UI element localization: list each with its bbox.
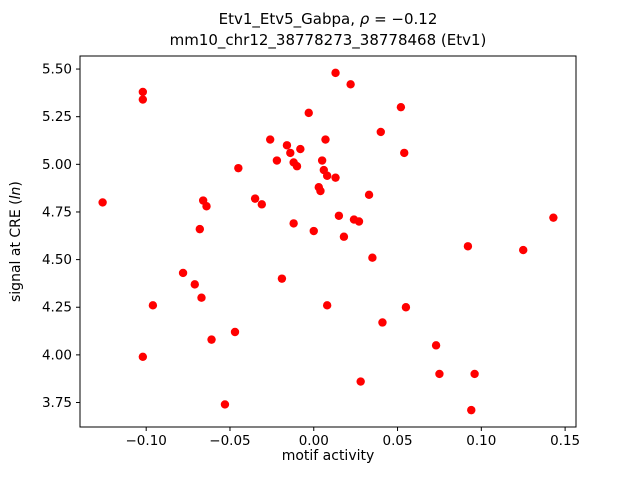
data-point (396, 102, 406, 112)
data-point (296, 144, 305, 154)
data-point (195, 224, 205, 234)
data-point (304, 108, 313, 118)
y-tick-label: 4.25 (42, 300, 72, 316)
data-point (138, 95, 148, 104)
data-point (463, 242, 473, 251)
x-tick-label: −0.10 (126, 433, 167, 449)
data-point (346, 80, 355, 89)
data-point (401, 303, 411, 312)
x-tick-label: −0.05 (209, 433, 250, 449)
data-point (292, 162, 302, 171)
data-point (368, 253, 377, 262)
y-tick-label: 3.75 (42, 395, 72, 411)
data-point (549, 213, 558, 222)
data-point (190, 280, 199, 289)
x-tick-label: 0.15 (550, 433, 580, 449)
data-point (178, 268, 188, 278)
data-point (322, 301, 332, 310)
axes-frame (79, 55, 577, 428)
data-point (138, 352, 148, 361)
data-point (138, 87, 148, 97)
scatter-points (98, 68, 558, 415)
data-point (286, 148, 295, 158)
data-point (277, 274, 287, 283)
rho-symbol: ρ (359, 10, 370, 28)
x-tick-label: 0.10 (466, 433, 496, 449)
chart-title-line1: Etv1_Etv5_Gabpa, ρ = −0.12 (218, 10, 438, 28)
data-point (356, 377, 365, 386)
data-point (282, 141, 292, 150)
data-point (98, 198, 107, 207)
data-point (364, 190, 374, 200)
y-axis-label: signal at CRE (ln) (8, 181, 24, 302)
data-point (431, 341, 441, 350)
data-point (148, 301, 158, 310)
data-point (265, 135, 275, 144)
data-point (230, 327, 240, 337)
y-tick-label: 5.25 (42, 109, 72, 125)
data-point (321, 135, 330, 144)
data-point (331, 173, 340, 182)
y-tick-label: 4.00 (42, 347, 72, 363)
x-ticks: −0.10 −0.05 0.00 0.05 0.10 0.15 (126, 427, 580, 449)
chart-title: Etv1_Etv5_Gabpa, ρ = −0.12 mm10_chr12_38… (80, 9, 576, 51)
y-tick-label: 5.00 (42, 157, 72, 173)
y-tick-label: 5.50 (42, 62, 72, 78)
data-point (378, 318, 387, 327)
data-point (467, 405, 476, 415)
data-point (257, 200, 267, 209)
data-point (400, 148, 409, 158)
data-point (234, 163, 243, 173)
data-point (202, 202, 211, 211)
data-point (207, 335, 216, 344)
data-point (354, 217, 364, 226)
data-point (470, 369, 479, 379)
data-point (250, 194, 260, 203)
data-point (309, 226, 318, 236)
x-tick-label: 0.05 (383, 433, 413, 449)
data-point (316, 186, 325, 196)
data-point (317, 156, 327, 165)
data-point (331, 68, 340, 78)
data-point (376, 127, 385, 137)
x-axis-label: motif activity (281, 448, 375, 464)
data-point (339, 232, 349, 241)
data-point (197, 293, 206, 302)
chart-title-line2: mm10_chr12_38778273_38778468 (Etv1) (169, 31, 487, 49)
data-point (435, 369, 444, 379)
y-tick-label: 4.50 (42, 252, 72, 268)
y-ticks: 3.75 4.00 4.25 4.50 4.75 5.00 5.25 5.50 (42, 62, 80, 411)
data-point (334, 211, 344, 220)
data-point (220, 400, 230, 409)
x-tick-label: 0.00 (299, 433, 329, 449)
y-tick-label: 4.75 (42, 204, 72, 220)
data-point (519, 245, 528, 255)
data-point (322, 171, 332, 180)
data-point (289, 219, 298, 228)
data-point (272, 156, 282, 165)
